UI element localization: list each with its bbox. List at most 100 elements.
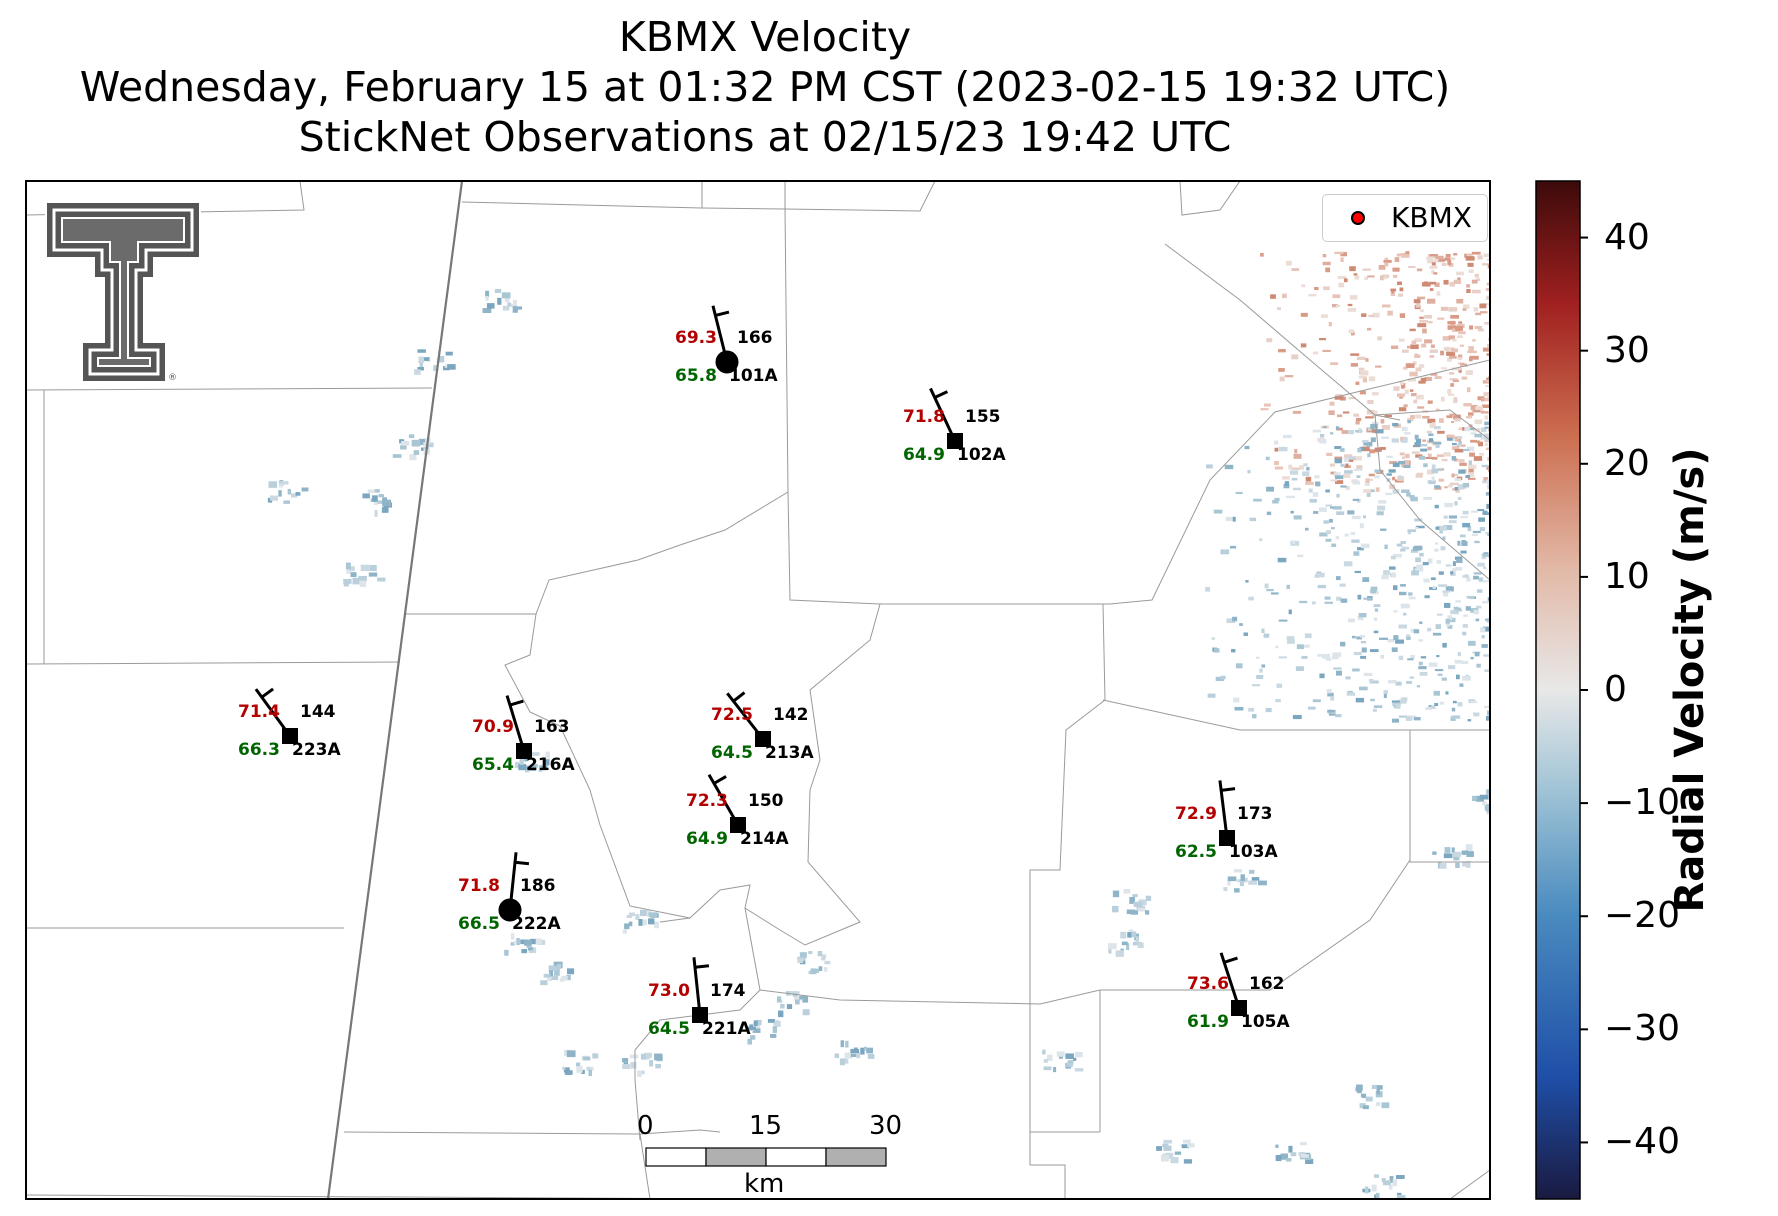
station-id: 102A [957,445,1006,465]
station-wind-direction: 173 [1237,804,1273,824]
legend: KBMX [1322,194,1488,242]
scale-bar [645,1147,887,1167]
county-boundary [659,603,881,946]
scale-tick-0: 0 [637,1111,654,1141]
svg-text:®: ® [168,373,177,383]
county-boundary [1029,1132,1066,1199]
county-boundary [1102,699,1490,731]
station-id: 103A [1229,842,1278,862]
colorbar-tick-label: 0 [1604,669,1627,710]
station-temperature: 72.5 [711,705,753,725]
county-boundary [1409,730,1490,863]
station-temperature: 70.9 [472,717,514,737]
station-id: 105A [1241,1012,1290,1032]
county-boundary [787,359,1490,605]
county-boundary [1449,1169,1490,1199]
station-marker-square [692,1007,708,1023]
colorbar-tick-label: 30 [1604,329,1650,371]
station-id: 101A [729,366,778,386]
colorbar-label: Radial Velocity (m/s) [1667,447,1713,913]
station-wind-direction: 144 [300,702,336,722]
wind-barb-feather [934,390,949,399]
station-temperature: 73.6 [1187,974,1229,994]
station-id: 216A [526,755,575,775]
station-markers [282,350,1247,1023]
county-boundary [1374,414,1490,581]
station-temperature: 72.3 [686,791,728,811]
wind-barb-feather [514,860,530,866]
wind-barb-feather [715,310,730,317]
colorbar-tick-label: −30 [1604,1008,1680,1050]
county-boundary [343,1129,721,1135]
scale-tick-15: 15 [749,1111,783,1141]
colorbar-tick-label: −10 [1604,782,1680,824]
station-dewpoint: 65.4 [472,755,514,775]
station-dewpoint: 64.9 [903,445,945,465]
title-line-2: Wednesday, February 15 at 01:32 PM CST (… [79,63,1451,111]
state-boundary [326,181,464,1199]
station-marker-square [1231,1000,1247,1016]
county-boundary [634,989,761,1141]
station-temperature: 71.8 [903,407,945,427]
station-marker-square [516,743,532,759]
county-boundary [1374,409,1490,441]
station-dewpoint: 61.9 [1187,1012,1229,1032]
map-frame [25,180,1491,1200]
county-boundary [26,661,401,665]
county-boundary [1179,181,1241,216]
station-temperature: 73.0 [648,981,690,1001]
colorbar-tick-label: −40 [1604,1121,1680,1163]
county-boundary [1164,243,1401,421]
station-wind-direction: 142 [773,705,809,725]
station-dewpoint: 62.5 [1175,842,1217,862]
radar-site-marker-icon [1351,211,1365,225]
colorbar-tick-label: 10 [1604,555,1650,597]
station-wind-direction: 155 [965,407,1001,427]
colorbar-tick-label: 20 [1604,442,1650,484]
county-boundary [744,859,1411,1005]
wind-barb-feather [694,964,710,969]
station-id: 221A [702,1019,751,1039]
station-id: 214A [740,829,789,849]
radar-echoes [267,251,1490,1199]
station-wind-direction: 174 [710,981,746,1001]
station-id: 222A [512,914,561,934]
station-temperature: 72.9 [1175,804,1217,824]
texas-tech-logo: ® [45,201,201,383]
station-wind-direction: 166 [737,328,773,348]
station-dewpoint: 66.3 [238,740,280,760]
station-temperature: 71.4 [238,702,280,722]
station-marker-square [947,433,963,449]
station-id: 213A [765,743,814,763]
colorbar-ticks [1580,236,1588,1144]
station-marker-circle [498,898,522,922]
scale-tick-30: 30 [869,1111,903,1141]
wind-barb-staff [1218,780,1229,839]
station-wind-direction: 150 [748,791,784,811]
colorbar [1535,180,1581,1200]
wind-barb-feather [260,687,274,699]
wind-barb-feather [713,775,727,785]
county-boundary [504,613,691,919]
station-wind-direction: 163 [534,717,570,737]
station-temperature: 71.8 [458,876,500,896]
wind-barb-feather [1220,787,1236,792]
station-id: 223A [292,740,341,760]
station-marker-square [1219,830,1235,846]
wind-barb-feather [509,699,524,707]
county-boundary [784,181,936,212]
title-line-1: KBMX Velocity [618,13,912,61]
station-wind-direction: 186 [520,876,556,896]
scale-unit: km [744,1169,785,1199]
county-boundary [461,181,786,210]
title-line-3: StickNet Observations at 02/15/23 19:42 … [298,113,1232,161]
wind-barb-feather [732,691,746,703]
colorbar-tick-label: −20 [1604,895,1680,937]
station-marker-square [282,728,298,744]
colorbar-tick-label: 40 [1604,216,1650,258]
wind-barb-feather [1223,956,1238,964]
county-boundary [26,387,433,391]
station-temperature: 69.3 [675,328,717,348]
station-dewpoint: 64.9 [686,829,728,849]
